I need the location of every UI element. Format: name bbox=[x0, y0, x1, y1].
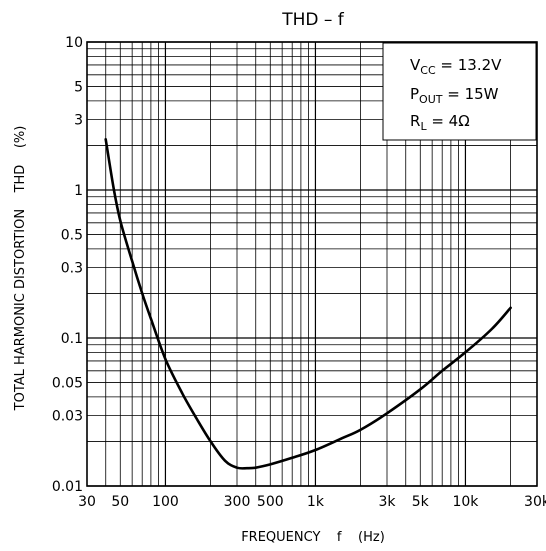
x-tick-labels: 30 50 100 300 500 1k 3k 5k 10k 30k bbox=[78, 494, 546, 510]
y-tick-label: 5 bbox=[74, 80, 83, 96]
pout-condition: POUT = 15W bbox=[410, 85, 499, 106]
vcc-condition: VCC = 13.2V bbox=[410, 56, 502, 77]
x-tick-label: 5k bbox=[412, 494, 430, 510]
x-axis-label: FREQUENCY f (Hz) bbox=[241, 530, 385, 545]
y-tick-label: 0.5 bbox=[61, 228, 83, 244]
conditions-background bbox=[382, 42, 537, 141]
rl-condition: RL = 4Ω bbox=[410, 112, 470, 133]
x-tick-label: 10k bbox=[452, 494, 479, 510]
x-tick-label: 300 bbox=[224, 494, 251, 510]
y-tick-label: 0.03 bbox=[52, 408, 83, 424]
grid bbox=[86, 41, 538, 487]
x-tick-label: 3k bbox=[378, 494, 396, 510]
y-tick-label: 0.3 bbox=[61, 260, 83, 276]
x-tick-label: 30k bbox=[524, 494, 546, 510]
plot-frame bbox=[86, 41, 538, 487]
x-tick-label: 100 bbox=[152, 494, 179, 510]
chart-title: THD – f bbox=[281, 10, 345, 30]
y-tick-label: 10 bbox=[65, 35, 83, 51]
y-axis-label: TOTAL HARMONIC DISTORTION THD (%) bbox=[13, 126, 28, 412]
thd-curve bbox=[104, 138, 512, 470]
x-tick-label: 500 bbox=[257, 494, 284, 510]
y-tick-labels: 10 5 3 1 0.5 0.3 0.1 0.05 0.03 0.01 bbox=[52, 35, 83, 495]
y-tick-label: 0.05 bbox=[52, 376, 83, 392]
x-tick-label: 50 bbox=[111, 494, 129, 510]
x-tick-label: 30 bbox=[78, 494, 96, 510]
y-tick-label: 3 bbox=[74, 112, 83, 128]
y-tick-label: 1 bbox=[74, 183, 83, 199]
y-tick-label: 0.1 bbox=[61, 331, 83, 347]
x-tick-label: 1k bbox=[307, 494, 325, 510]
y-tick-label: 0.01 bbox=[52, 479, 83, 495]
conditions-box: VCC = 13.2V POUT = 15W RL = 4Ω bbox=[382, 42, 537, 141]
